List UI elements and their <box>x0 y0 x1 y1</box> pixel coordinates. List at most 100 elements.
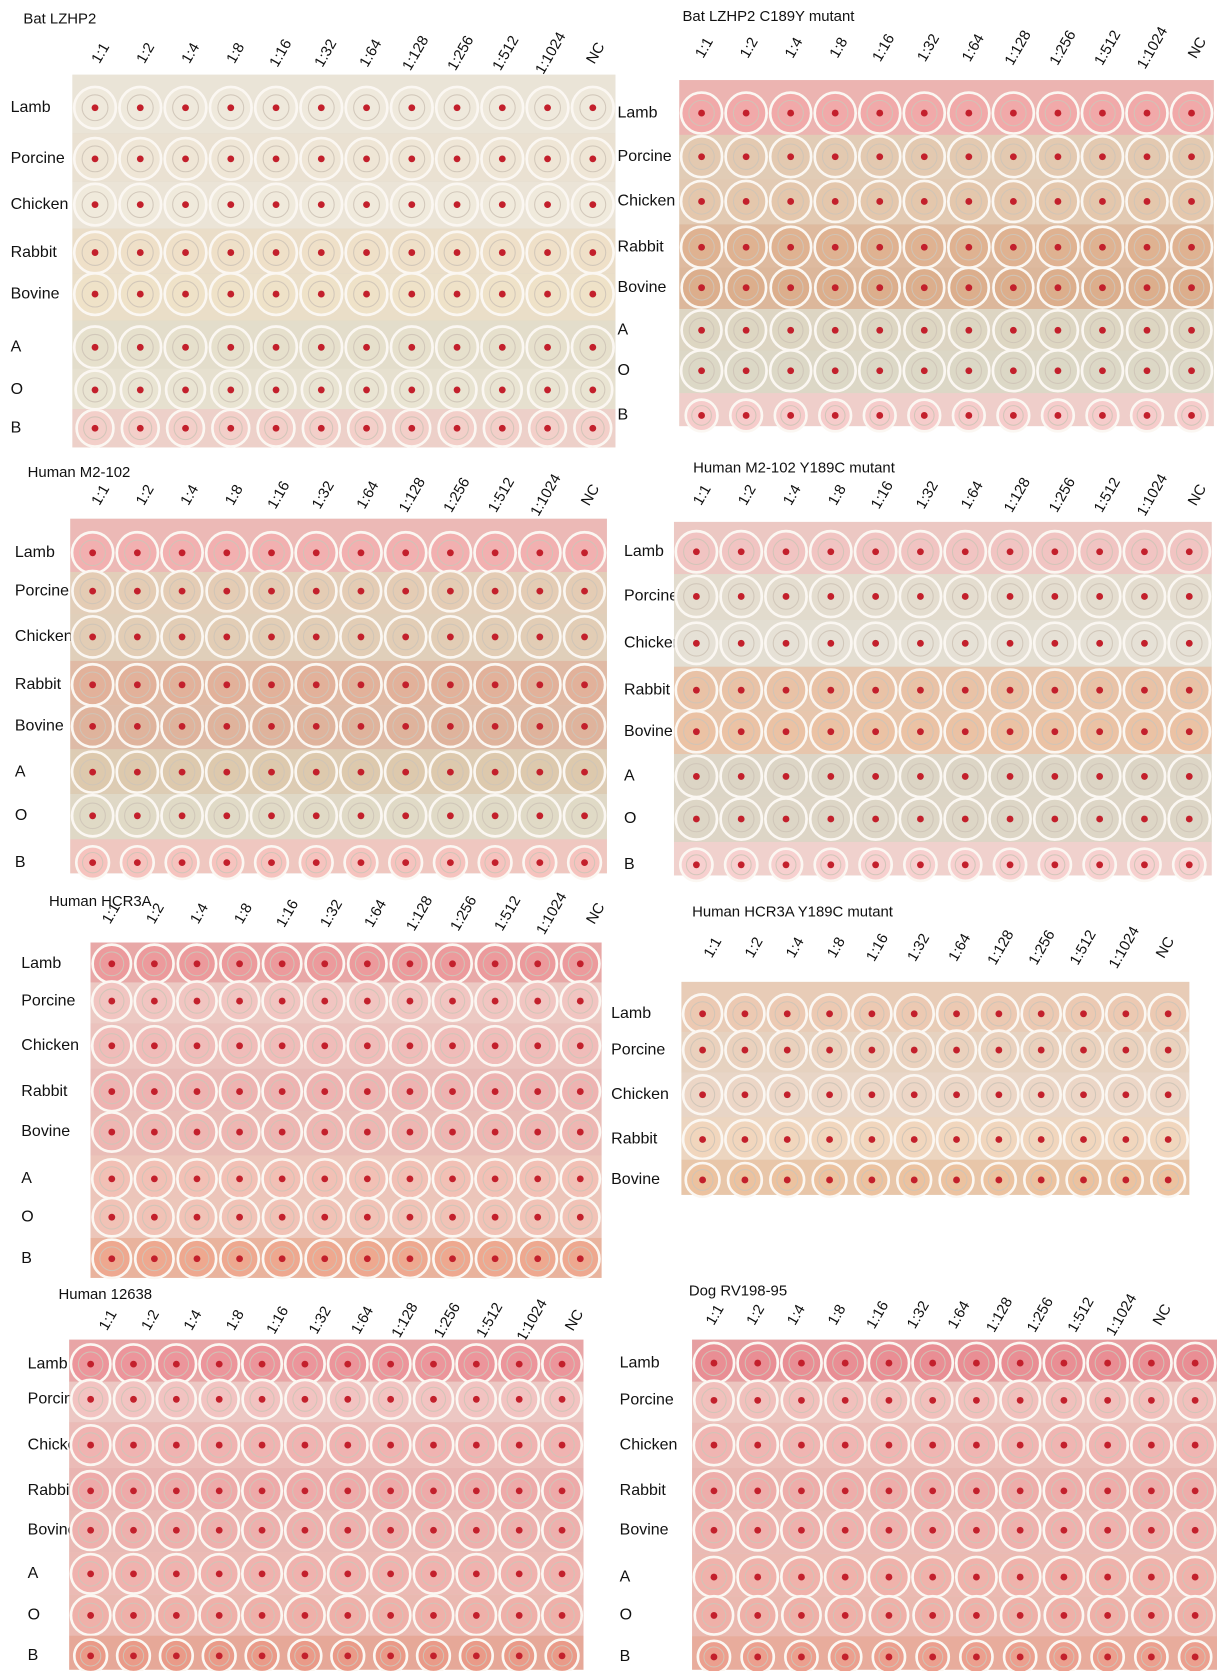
rbc-button <box>783 548 790 555</box>
rbc-button <box>1192 1527 1199 1534</box>
rbc-button <box>387 1527 394 1534</box>
rbc-button <box>921 367 928 374</box>
rbc-button <box>743 327 750 334</box>
rbc-button <box>917 640 924 647</box>
rbc-button <box>449 1129 456 1136</box>
rbc-button <box>544 386 551 393</box>
rbc-button <box>1165 1010 1172 1017</box>
rbc-button <box>499 201 506 208</box>
rbc-button <box>173 1612 180 1619</box>
rbc-button <box>798 1397 805 1404</box>
rbc-button <box>344 1570 351 1577</box>
rbc-button <box>358 634 365 641</box>
rbc-button <box>738 687 745 694</box>
rbc-button <box>929 1360 936 1367</box>
rbc-button <box>387 1570 394 1577</box>
rbc-button <box>302 1527 309 1534</box>
rbc-button <box>876 110 883 117</box>
rbc-button <box>577 998 584 1005</box>
rbc-button <box>1096 773 1103 780</box>
rbc-button <box>447 681 454 688</box>
rbc-button <box>872 640 879 647</box>
rbc-button <box>699 1010 706 1017</box>
blood-type-label: Porcine <box>620 1392 674 1409</box>
rbc-button <box>965 327 972 334</box>
rbc-button <box>1186 861 1193 868</box>
dilution-label: 1:8 <box>224 1307 248 1333</box>
rbc-button <box>798 1442 805 1449</box>
rbc-button <box>784 1136 791 1143</box>
rbc-button <box>1141 548 1148 555</box>
rbc-button <box>1051 593 1058 600</box>
dilution-label: 1:1 <box>96 1307 120 1333</box>
rbc-button <box>268 723 275 730</box>
rbc-button <box>876 412 883 419</box>
rbc-button <box>711 1527 718 1534</box>
rbc-button <box>89 723 96 730</box>
rbc-button <box>1060 1442 1067 1449</box>
rbc-button <box>268 549 275 556</box>
rbc-button <box>1055 198 1062 205</box>
rbc-button <box>302 1570 309 1577</box>
blood-type-label: Lamb <box>624 543 664 560</box>
rbc-button <box>698 198 705 205</box>
rbc-button <box>134 549 141 556</box>
rbc-button <box>787 412 794 419</box>
rbc-button <box>559 1487 566 1494</box>
dilution-label: 1:16 <box>864 1299 892 1332</box>
plate-panel: Human 126381:11:21:41:81:161:321:641:128… <box>28 1287 588 1671</box>
rbc-button <box>321 1088 328 1095</box>
dilution-label: 1:1024 <box>528 472 565 519</box>
rbc-button <box>544 104 551 111</box>
dilution-label: 1:128 <box>404 894 436 934</box>
rbc-button <box>962 816 969 823</box>
rbc-button <box>408 201 415 208</box>
rbc-button <box>754 1442 761 1449</box>
rbc-button <box>173 1396 180 1403</box>
dilution-label: 1:512 <box>492 894 524 934</box>
rbc-button <box>279 1175 286 1182</box>
rbc-button <box>318 201 325 208</box>
rbc-button <box>407 1214 414 1221</box>
rbc-button <box>268 859 275 866</box>
rbc-button <box>407 1088 414 1095</box>
rbc-button <box>1188 244 1195 251</box>
rbc-button <box>492 549 499 556</box>
rbc-button <box>1055 412 1062 419</box>
rbc-button <box>544 249 551 256</box>
rbc-button <box>137 155 144 162</box>
rbc-button <box>921 153 928 160</box>
rbc-button <box>1060 1612 1067 1619</box>
rbc-button <box>783 773 790 780</box>
rbc-button <box>179 723 186 730</box>
rbc-button <box>273 386 280 393</box>
rbc-button <box>754 1527 761 1534</box>
rbc-button <box>89 769 96 776</box>
rbc-button <box>783 816 790 823</box>
rbc-button <box>363 104 370 111</box>
dilution-label: 1:16 <box>264 1304 292 1337</box>
rbc-button <box>742 1177 749 1184</box>
rbc-button <box>227 249 234 256</box>
blood-type-label: Bovine <box>624 723 673 740</box>
rbc-button <box>698 153 705 160</box>
rbc-button <box>408 104 415 111</box>
rbc-button <box>784 1047 791 1054</box>
rbc-button <box>1144 198 1151 205</box>
rbc-button <box>1186 640 1193 647</box>
rbc-button <box>1010 244 1017 251</box>
rbc-button <box>236 960 243 967</box>
dilution-label: 1:128 <box>1001 475 1033 515</box>
rbc-button <box>1010 327 1017 334</box>
rbc-button <box>693 816 700 823</box>
dilution-label: 1:256 <box>1047 475 1079 515</box>
rbc-button <box>965 110 972 117</box>
rbc-button <box>1060 1527 1067 1534</box>
rbc-button <box>1186 687 1193 694</box>
rbc-button <box>1007 640 1014 647</box>
rbc-button <box>827 816 834 823</box>
rbc-button <box>492 723 499 730</box>
rbc-button <box>402 723 409 730</box>
rbc-button <box>516 1527 523 1534</box>
rbc-button <box>499 249 506 256</box>
